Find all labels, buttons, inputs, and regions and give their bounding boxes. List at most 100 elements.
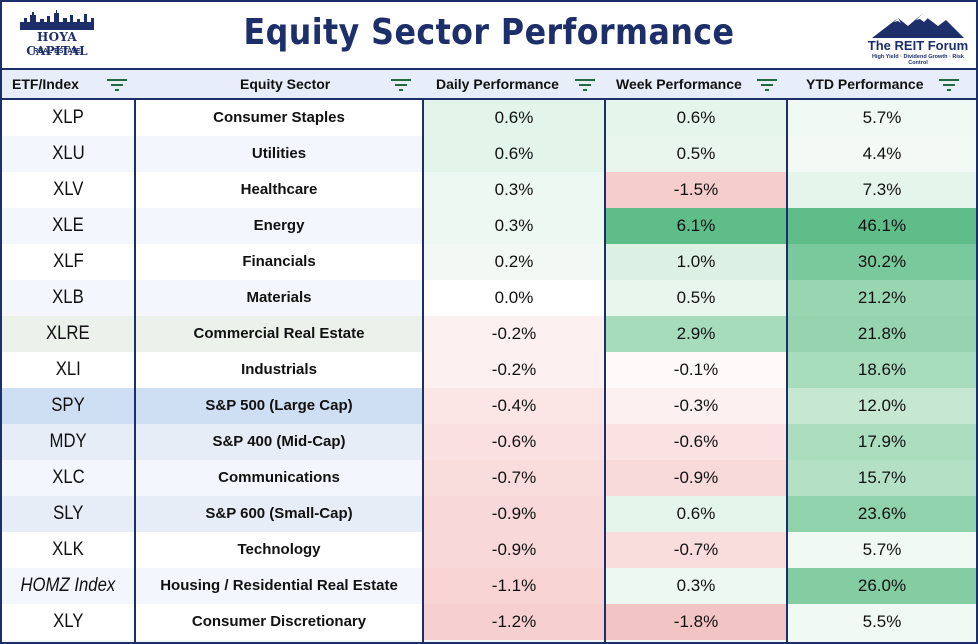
filter-icon[interactable] bbox=[106, 78, 128, 92]
etf-cell: MDY bbox=[2, 424, 134, 460]
daily-performance-cell: 0.6% bbox=[424, 136, 604, 172]
etf-cell-text: XLB bbox=[52, 287, 84, 308]
sector-cell-text: Commercial Real Estate bbox=[193, 325, 365, 342]
week-performance-cell-text: 6.1% bbox=[676, 216, 716, 235]
daily-performance-cell: -0.6% bbox=[424, 424, 604, 460]
page-title: Equity Sector Performance bbox=[243, 12, 735, 53]
etf-cell: XLE bbox=[2, 208, 134, 244]
column-divider bbox=[134, 100, 136, 642]
filter-icon[interactable] bbox=[390, 78, 412, 92]
filter-icon[interactable] bbox=[756, 78, 778, 92]
table-row: XLRE Commercial Real Estate -0.2% 2.9% 21.8% bbox=[2, 316, 976, 352]
week-performance-cell: -0.1% bbox=[606, 352, 786, 388]
right-logo-name: The REIT Forum bbox=[867, 38, 969, 53]
sector-cell: Industrials bbox=[136, 352, 422, 388]
daily-performance-cell: -0.9% bbox=[424, 532, 604, 568]
ytd-performance-cell-text: 23.6% bbox=[857, 504, 907, 523]
week-performance-cell: 0.5% bbox=[606, 280, 786, 316]
sector-cell: S&P 400 (Mid-Cap) bbox=[136, 424, 422, 460]
skyline-icon bbox=[20, 10, 94, 30]
column-header-label: Daily Performance bbox=[436, 76, 559, 92]
sector-cell-text: Healthcare bbox=[240, 181, 318, 198]
column-header-etf[interactable]: ETF/Index bbox=[2, 70, 134, 98]
left-logo-line1: HOYA CAPITAL bbox=[26, 30, 88, 58]
week-performance-cell-text: -1.5% bbox=[673, 180, 719, 199]
table-row: SPY S&P 500 (Large Cap) -0.4% -0.3% 12.0% bbox=[2, 388, 976, 424]
mountain-icon bbox=[872, 14, 964, 38]
week-performance-cell-text: -0.1% bbox=[673, 360, 719, 379]
etf-cell: XLY bbox=[2, 604, 134, 640]
daily-performance-cell: 0.2% bbox=[424, 244, 604, 280]
sector-cell-text: Communications bbox=[218, 469, 340, 486]
week-performance-cell: 0.5% bbox=[606, 136, 786, 172]
etf-cell: XLP bbox=[2, 100, 134, 136]
etf-cell-text: MDY bbox=[49, 431, 87, 452]
filter-icon[interactable] bbox=[938, 78, 960, 92]
sector-cell: Utilities bbox=[136, 136, 422, 172]
column-header-week[interactable]: Week Performance bbox=[606, 70, 786, 98]
etf-cell: SPY bbox=[2, 388, 134, 424]
sector-cell: Materials bbox=[136, 280, 422, 316]
week-performance-cell-text: -0.7% bbox=[673, 540, 719, 559]
week-performance-cell-text: 0.6% bbox=[676, 504, 716, 523]
column-header-ytd[interactable]: YTD Performance bbox=[788, 70, 976, 98]
sector-cell: Housing / Residential Real Estate bbox=[136, 568, 422, 604]
daily-performance-cell: -0.4% bbox=[424, 388, 604, 424]
sector-cell-text: Housing / Residential Real Estate bbox=[160, 577, 398, 594]
daily-performance-cell-text: 0.0% bbox=[494, 288, 534, 307]
daily-performance-cell: -0.2% bbox=[424, 352, 604, 388]
sector-cell: Energy bbox=[136, 208, 422, 244]
sector-cell: Consumer Staples bbox=[136, 100, 422, 136]
etf-cell-text: XLC bbox=[51, 467, 85, 488]
etf-cell: HOMZ Index bbox=[2, 568, 134, 604]
etf-cell: SLY bbox=[2, 496, 134, 532]
etf-cell-text: HOMZ Index bbox=[20, 575, 116, 596]
ytd-performance-cell: 21.2% bbox=[788, 280, 976, 316]
table-row: HOMZ Index Housing / Residential Real Est… bbox=[2, 568, 976, 604]
table-row: XLE Energy 0.3% 6.1% 46.1% bbox=[2, 208, 976, 244]
daily-performance-cell: -1.2% bbox=[424, 604, 604, 640]
hoya-capital-logo: HOYA CAPITAL REAL ESTATE bbox=[18, 10, 96, 62]
column-header-daily[interactable]: Daily Performance bbox=[424, 70, 604, 98]
table-row: XLY Consumer Discretionary -1.2% -1.8% 5.5% bbox=[2, 604, 976, 640]
daily-performance-cell-text: -1.1% bbox=[491, 576, 537, 595]
daily-performance-cell: -0.2% bbox=[424, 316, 604, 352]
ytd-performance-cell: 21.8% bbox=[788, 316, 976, 352]
ytd-performance-cell-text: 7.3% bbox=[862, 180, 902, 199]
week-performance-cell-text: 0.5% bbox=[676, 288, 716, 307]
etf-cell: XLC bbox=[2, 460, 134, 496]
week-performance-cell: 2.9% bbox=[606, 316, 786, 352]
week-performance-cell-text: 0.5% bbox=[676, 144, 716, 163]
week-performance-cell: -1.8% bbox=[606, 604, 786, 640]
ytd-performance-cell-text: 26.0% bbox=[857, 576, 907, 595]
week-performance-cell-text: 1.0% bbox=[676, 252, 716, 271]
table-row: XLK Technology -0.9% -0.7% 5.7% bbox=[2, 532, 976, 568]
sector-cell-text: Technology bbox=[237, 541, 321, 558]
sector-cell: Healthcare bbox=[136, 172, 422, 208]
etf-cell-text: XLI bbox=[55, 359, 81, 380]
week-performance-cell: -1.5% bbox=[606, 172, 786, 208]
daily-performance-cell-text: -0.2% bbox=[491, 324, 537, 343]
sector-cell-text: Utilities bbox=[251, 145, 307, 162]
etf-cell-text: SPY bbox=[51, 395, 85, 416]
week-performance-cell: -0.6% bbox=[606, 424, 786, 460]
etf-cell: XLK bbox=[2, 532, 134, 568]
week-performance-cell: 0.6% bbox=[606, 496, 786, 532]
etf-cell-text: XLV bbox=[52, 179, 84, 200]
etf-cell-text: XLF bbox=[52, 251, 84, 272]
etf-cell-text: XLRE bbox=[46, 323, 90, 344]
header: HOYA CAPITAL REAL ESTATE Equity Sector P… bbox=[2, 2, 976, 68]
week-performance-cell-text: -0.9% bbox=[673, 468, 719, 487]
ytd-performance-cell-text: 17.9% bbox=[857, 432, 907, 451]
table-row: XLU Utilities 0.6% 0.5% 4.4% bbox=[2, 136, 976, 172]
daily-performance-cell-text: -0.6% bbox=[491, 432, 537, 451]
sector-cell-text: Financials bbox=[242, 253, 316, 270]
column-header-sector[interactable]: Equity Sector bbox=[136, 70, 422, 98]
ytd-performance-cell-text: 5.7% bbox=[862, 108, 902, 127]
filter-icon[interactable] bbox=[574, 78, 596, 92]
ytd-performance-cell-text: 15.7% bbox=[857, 468, 907, 487]
column-divider bbox=[604, 100, 606, 642]
etf-cell: XLRE bbox=[2, 316, 134, 352]
daily-performance-cell-text: 0.3% bbox=[494, 216, 534, 235]
etf-cell: XLV bbox=[2, 172, 134, 208]
